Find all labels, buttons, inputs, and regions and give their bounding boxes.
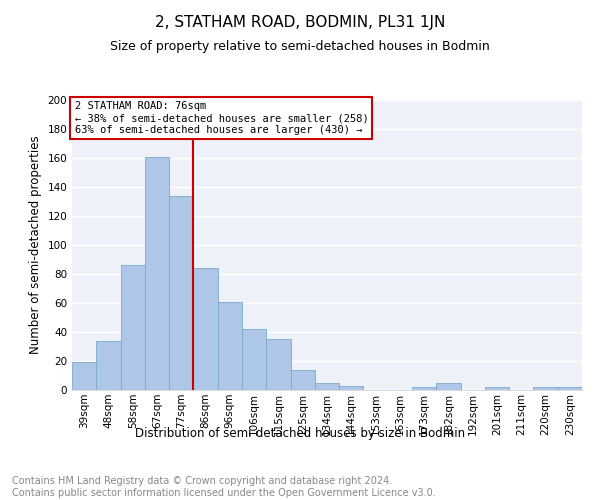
Bar: [412, 387, 436, 390]
Text: Contains HM Land Registry data © Crown copyright and database right 2024.
Contai: Contains HM Land Registry data © Crown c…: [12, 476, 436, 498]
Y-axis label: Number of semi-detached properties: Number of semi-detached properties: [29, 136, 42, 354]
Bar: [72, 362, 96, 390]
Bar: [485, 387, 509, 390]
Bar: [266, 339, 290, 390]
Text: 2, STATHAM ROAD, BODMIN, PL31 1JN: 2, STATHAM ROAD, BODMIN, PL31 1JN: [155, 15, 445, 30]
Bar: [145, 156, 169, 390]
Text: Distribution of semi-detached houses by size in Bodmin: Distribution of semi-detached houses by …: [135, 428, 465, 440]
Bar: [242, 329, 266, 390]
Text: Size of property relative to semi-detached houses in Bodmin: Size of property relative to semi-detach…: [110, 40, 490, 53]
Bar: [339, 386, 364, 390]
Bar: [558, 387, 582, 390]
Bar: [121, 266, 145, 390]
Bar: [533, 387, 558, 390]
Bar: [193, 268, 218, 390]
Bar: [290, 370, 315, 390]
Bar: [315, 383, 339, 390]
Bar: [436, 383, 461, 390]
Bar: [218, 302, 242, 390]
Bar: [96, 340, 121, 390]
Text: 2 STATHAM ROAD: 76sqm
← 38% of semi-detached houses are smaller (258)
63% of sem: 2 STATHAM ROAD: 76sqm ← 38% of semi-deta…: [74, 102, 368, 134]
Bar: [169, 196, 193, 390]
